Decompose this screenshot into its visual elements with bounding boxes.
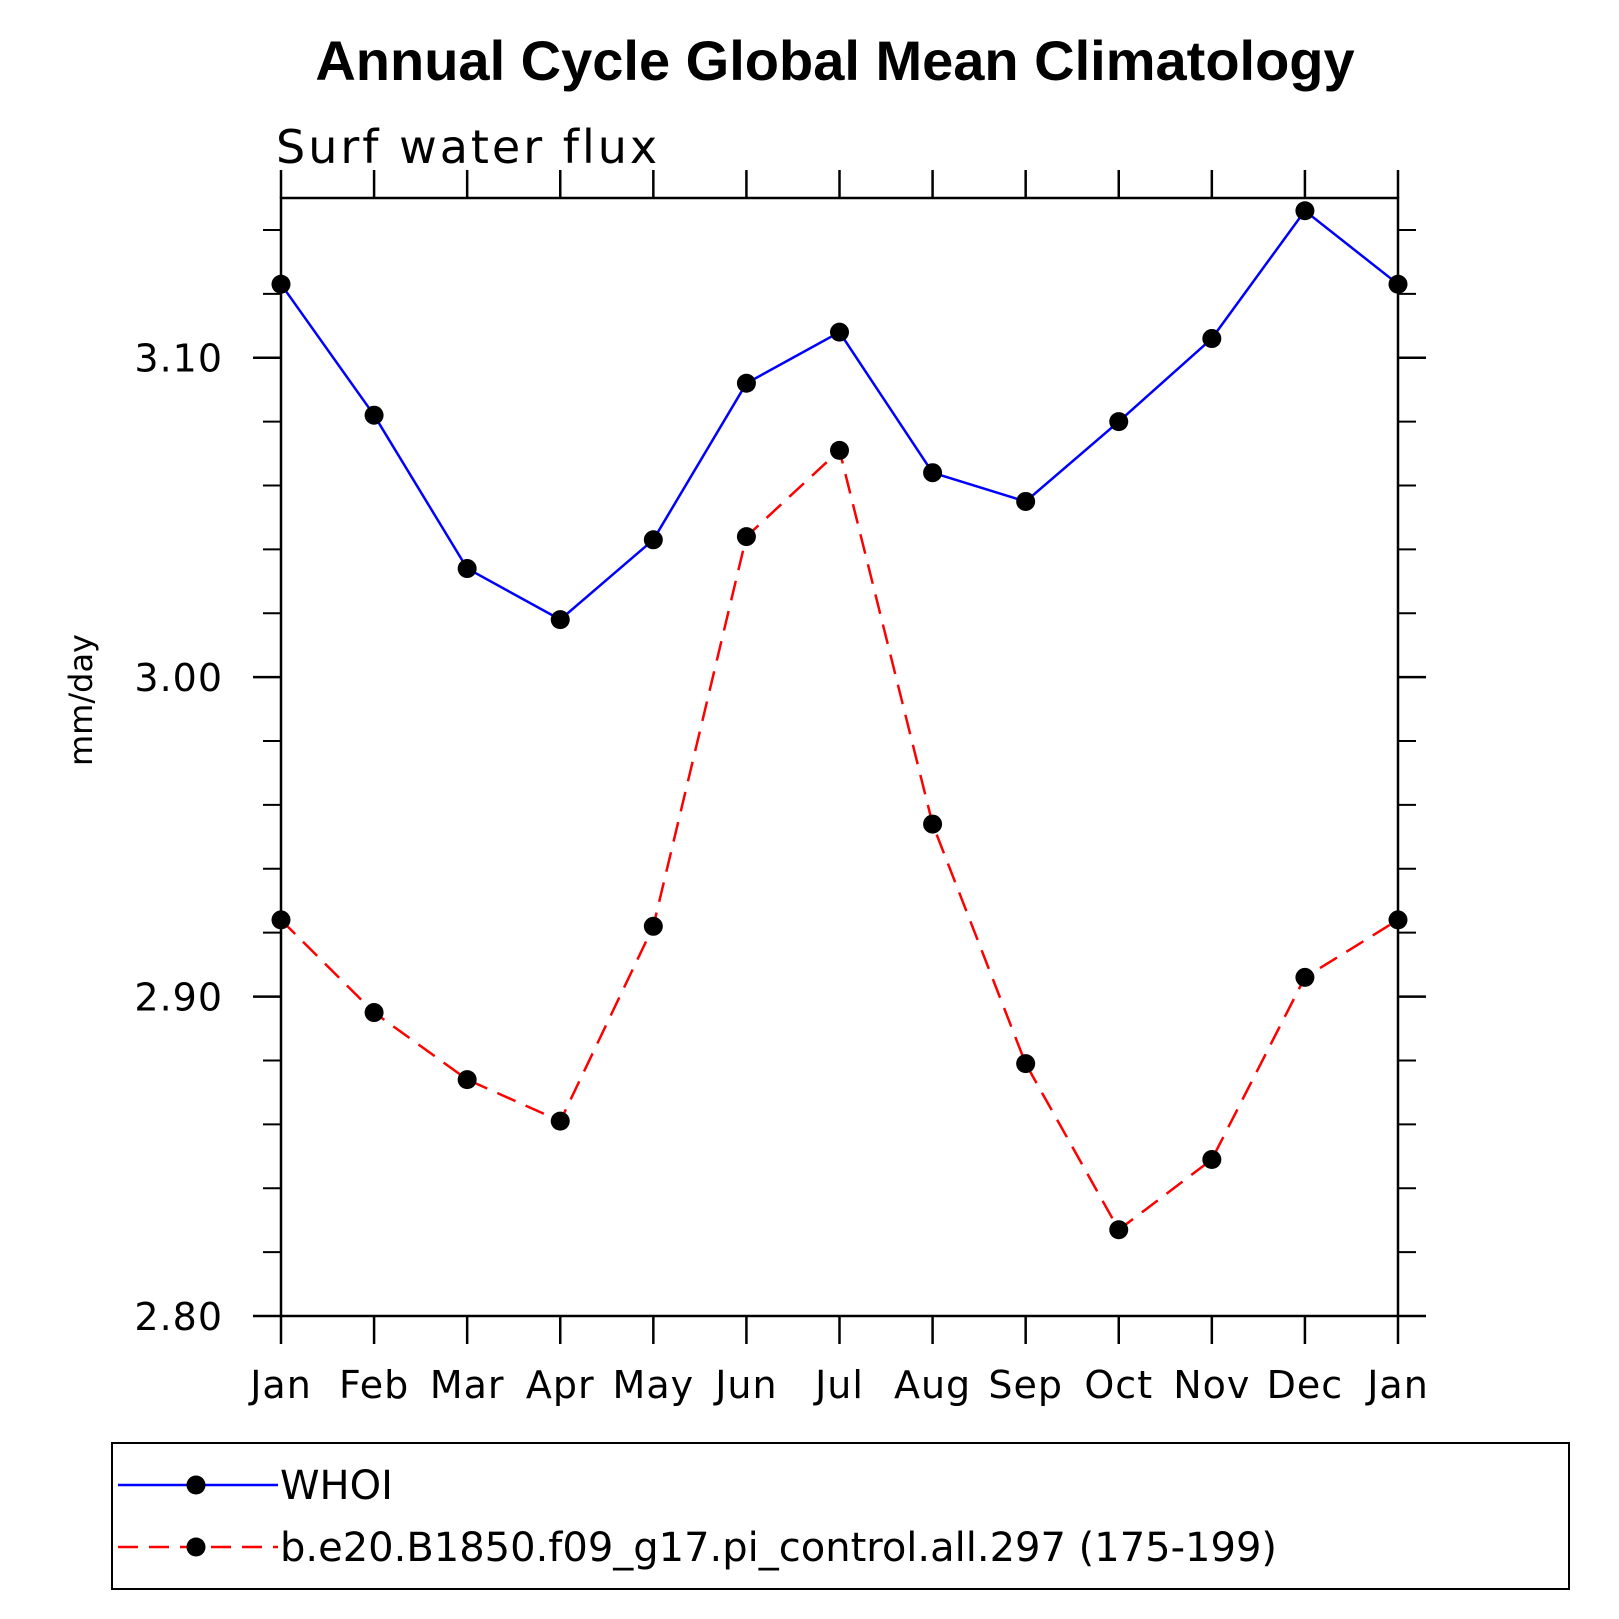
legend: WHOI b.e20.B1850.f09_g17.pi_control.all.2… xyxy=(111,1442,1570,1590)
series-1-point xyxy=(736,373,756,393)
series-2-line xyxy=(280,447,1399,1232)
series-1-point xyxy=(923,463,943,483)
legend-label-2: b.e20.B1850.f09_g17.pi_control.all.297 (… xyxy=(280,1525,1277,1571)
x-tick-label: Jul xyxy=(813,1363,864,1407)
x-tick-label: Jan xyxy=(1365,1363,1429,1407)
series-2-point xyxy=(643,916,663,936)
x-tick-label: Aug xyxy=(894,1363,971,1407)
series-2-point xyxy=(457,1070,477,1090)
chart-subtitle: Surf water flux xyxy=(276,120,660,174)
series-2-point xyxy=(364,1003,384,1023)
series-2-point xyxy=(271,910,291,930)
series-2-point xyxy=(1295,967,1315,987)
legend-box xyxy=(111,1442,1570,1590)
y-tick-label: 3.00 xyxy=(134,656,223,700)
y-axis-label: mm/day xyxy=(62,634,100,766)
plot-area xyxy=(271,201,1408,1240)
y-tick-label: 2.80 xyxy=(134,1295,223,1339)
x-tick-label: May xyxy=(613,1363,695,1407)
series-2-point xyxy=(923,814,943,834)
series-1-line xyxy=(279,209,1399,622)
x-tick-label: Feb xyxy=(339,1363,409,1407)
series-1-point xyxy=(830,322,849,342)
series-2-point xyxy=(1202,1149,1222,1169)
x-tick-label: Apr xyxy=(526,1363,595,1407)
series-2-point xyxy=(1016,1054,1036,1074)
series-2-point xyxy=(1388,910,1408,930)
plot-border xyxy=(279,196,1400,1318)
y-tick-label: 2.90 xyxy=(134,976,223,1020)
series-1-point xyxy=(1202,329,1222,349)
series-1-point xyxy=(1016,491,1036,511)
x-tick-label: Sep xyxy=(988,1363,1063,1407)
series-2-point xyxy=(830,440,849,460)
legend-marker-1 xyxy=(186,1475,206,1495)
x-tick-label: Mar xyxy=(430,1363,505,1407)
series-1-point xyxy=(1388,274,1408,294)
chart-title: Annual Cycle Global Mean Climatology xyxy=(315,29,1354,92)
series-1-point xyxy=(550,610,570,630)
series-1-point xyxy=(364,405,384,425)
plot-frame: Jan Feb Mar Apr May Jun Jul Aug Sep Oct Nov Dec Jan 2… xyxy=(134,170,1428,1407)
x-tick-label: Oct xyxy=(1084,1363,1153,1407)
series-1-point xyxy=(271,274,291,294)
legend-marker-2 xyxy=(186,1537,206,1557)
x-tick-label: Dec xyxy=(1267,1363,1344,1407)
legend-label-1: WHOI xyxy=(280,1463,393,1509)
series-1-point xyxy=(1109,412,1129,432)
series-2-point xyxy=(1109,1220,1129,1240)
x-tick-label: Nov xyxy=(1173,1363,1250,1407)
x-tick-label: Jun xyxy=(713,1363,777,1407)
series-2-point xyxy=(550,1111,570,1131)
series-1-point xyxy=(457,559,477,579)
y-tick-label: 3.10 xyxy=(134,337,223,381)
x-tick-label: Jan xyxy=(248,1363,312,1407)
series-2-point xyxy=(736,527,756,547)
series-1-point xyxy=(643,530,663,550)
series-1-point xyxy=(1295,201,1315,221)
